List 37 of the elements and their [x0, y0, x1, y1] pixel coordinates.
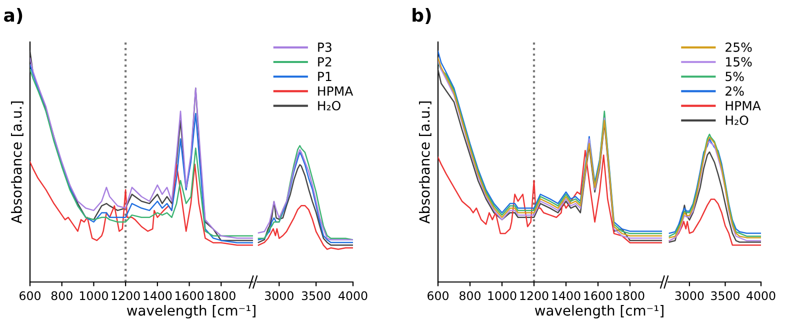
x-tick-label: 800 — [460, 291, 480, 300]
x-tick-label: 3000 — [675, 291, 704, 300]
chart-title: a) — [4, 8, 22, 24]
legend-label: 5% — [726, 72, 744, 82]
x-tick-label: 1400 — [144, 291, 172, 300]
x-tick-label: 600 — [428, 291, 448, 300]
legend-label: P1 — [318, 72, 332, 81]
x-axis-title: wavelength [cm⁻¹] — [534, 304, 664, 318]
x-tick-label: 1000 — [488, 291, 516, 300]
legend-label: HPMA — [726, 101, 761, 110]
y-axis-title: Absorbance [a.u.] — [419, 101, 432, 224]
x-axis-title: wavelength [cm⁻¹] — [126, 304, 256, 318]
x-tick-label: 600 — [20, 291, 40, 300]
legend-label: H₂O — [726, 116, 748, 125]
legend-label: HPMA — [318, 86, 354, 96]
x-tick-label: 3000 — [265, 291, 294, 300]
x-tick-label: 1400 — [552, 291, 580, 300]
x-tick-label: 1600 — [176, 291, 204, 300]
chart-title: b) — [412, 8, 431, 24]
legend-label: H₂O — [318, 100, 340, 110]
x-tick-label: 1200 — [520, 291, 548, 300]
x-tick-label: 3500 — [302, 291, 330, 300]
x-tick-label: 1000 — [80, 291, 108, 300]
x-tick-label: 3500 — [711, 291, 740, 300]
x-tick-label: 4000 — [338, 291, 368, 300]
x-tick-label: 800 — [51, 291, 72, 300]
legend-label: P3 — [318, 42, 332, 52]
legend-label: 2% — [726, 86, 744, 96]
x-tick-label: 1600 — [584, 291, 612, 300]
x-tick-label: 1200 — [112, 291, 140, 300]
x-tick-label: 1800 — [207, 291, 236, 300]
legend-label: 15% — [726, 57, 752, 67]
x-tick-label: 1800 — [616, 291, 644, 300]
legend-label: 25% — [726, 42, 752, 52]
x-tick-label: 4000 — [746, 291, 776, 300]
legend-label: P2 — [318, 57, 332, 66]
y-axis-title: Absorbance [a.u.] — [11, 101, 24, 224]
